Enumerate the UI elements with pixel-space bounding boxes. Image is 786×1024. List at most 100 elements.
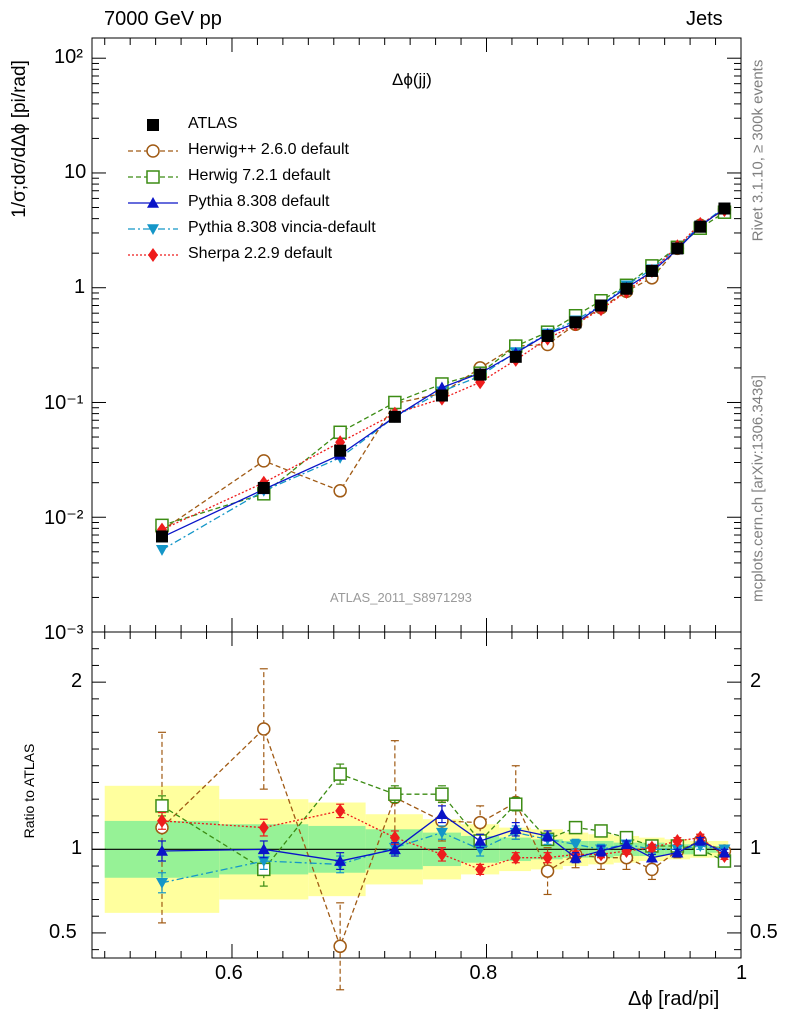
legend <box>128 119 178 262</box>
series-atlas-point <box>645 264 658 277</box>
legend-pythia-8-308-default-marker <box>147 197 159 208</box>
chart-title: Δϕ(jj) <box>392 70 432 89</box>
series-herwig-2-6-0-default-ratio-point <box>645 862 659 877</box>
x-tick-label: 1 <box>736 962 748 984</box>
series-atlas-point <box>257 481 270 494</box>
legend-sherpa-2-2-9-default-marker <box>148 248 158 262</box>
legend-atlas-marker <box>147 119 159 131</box>
series-pythia-8-308-default-ratio-point <box>388 843 401 855</box>
series-pythia-8-308-default-ratio-point <box>718 846 731 858</box>
series-herwig-7-2-1-default-ratio-point <box>509 797 523 811</box>
ratio-tick-label-right: 1 <box>750 837 762 860</box>
header-jets: Jets <box>686 8 723 30</box>
axis-ticks <box>92 38 742 958</box>
series-atlas-point <box>718 202 731 215</box>
header-energy: 7000 GeV pp <box>104 8 222 30</box>
series-pythia-8-308-default-ratio-point <box>671 846 684 858</box>
series-sherpa-2-2-9-default-ratio-point <box>475 862 486 877</box>
series-pythia-8-308-vincia-default-point <box>155 545 168 556</box>
legend-atlas-label: ATLAS <box>188 115 238 132</box>
series-sherpa-2-2-9-default-ratio-point <box>510 850 521 865</box>
series-pythia-8-308-vincia-default-ratio-point <box>155 877 168 889</box>
legend-herwig-2-6-0-default-label: Herwig++ 2.6.0 default <box>188 141 349 158</box>
legend-sherpa-2-2-9-default-label: Sherpa 2.2.9 default <box>188 245 333 262</box>
legend-herwig-7-2-1-default-label: Herwig 7.2.1 default <box>188 167 331 184</box>
y-tick-label: 1 <box>74 275 86 298</box>
rivet-label: Rivet 3.1.10, ≥ 300k events <box>749 59 767 242</box>
y-axis-label: 1/σ;dσ/dΔϕ [pi/rad] <box>9 60 30 218</box>
series-herwig-2-6-0-default-ratio-point <box>333 939 347 954</box>
series-pythia-8-308-default-ratio-point <box>155 845 168 856</box>
legend-herwig-7-2-1-default-marker <box>146 170 160 184</box>
legend-pythia-8-308-vincia-default-label: Pythia 8.308 vincia-default <box>188 219 376 236</box>
series-pythia-8-308-default-ratio-point <box>541 829 554 841</box>
series-pythia-8-308-default-ratio-point <box>334 855 347 866</box>
series-herwig-7-2-1-default-ratio-point <box>435 787 449 801</box>
series-pythia-8-308-default-ratio-point <box>595 845 608 856</box>
legend-pythia-8-308-default-label: Pythia 8.308 default <box>188 193 330 210</box>
ratio-tick-label-left: 1 <box>71 837 83 860</box>
series-atlas-point <box>671 242 684 255</box>
series-pythia-8-308-default-ratio-point <box>474 834 487 846</box>
series-sherpa-2-2-9-default-ratio-point <box>258 820 269 835</box>
ratio-axis-label: Ratio to ATLAS <box>21 743 37 839</box>
ratio-plot-frame <box>91 631 742 959</box>
y-tick-label: 10² <box>54 46 83 69</box>
series-pythia-8-308-default-ratio-point <box>569 851 582 863</box>
x-axis-label: Δϕ [rad/pi] <box>628 988 720 1010</box>
series-atlas-point <box>569 316 582 329</box>
ratio-tick-label-left: 0.5 <box>49 920 77 943</box>
series-herwig-7-2-1-default-ratio-point <box>388 787 402 801</box>
series-pythia-8-308-default-ratio-point <box>620 838 633 850</box>
y-tick-label: 10⁻¹ <box>44 392 84 415</box>
series-sherpa-2-2-9-default-ratio-point <box>436 847 447 862</box>
legend-herwig-2-6-0-default-marker <box>146 144 160 158</box>
series-herwig-2-6-0-default-ratio-point <box>257 722 271 736</box>
series-atlas-point <box>435 389 448 402</box>
series-sherpa-2-2-9-default-ratio-point <box>542 850 553 865</box>
mcplots-label: mcplots.cern.ch [arXiv:1306.3436] <box>749 375 767 602</box>
plot-frames <box>91 37 742 959</box>
series-pythia-8-308-default-ratio-point <box>645 851 658 863</box>
ratio-tick-label-left: 2 <box>71 670 83 693</box>
series-pythia-8-308-vincia-default-ratio-point <box>569 839 582 851</box>
series-atlas-point <box>155 530 168 543</box>
series-atlas-point <box>620 282 633 295</box>
ratio-tick-label-right: 0.5 <box>750 920 778 943</box>
series-atlas-point <box>694 220 707 233</box>
x-tick-label: 0.6 <box>214 962 243 984</box>
series-atlas-point <box>509 350 522 363</box>
series-atlas-point <box>541 329 554 342</box>
series-sherpa-2-2-9-default-ratio-point <box>389 830 400 845</box>
series-pythia-8-308-vincia-default-line <box>161 206 725 551</box>
data-series <box>155 202 732 991</box>
series-herwig-2-6-0-default-point <box>333 484 347 498</box>
series-sherpa-2-2-9-default-ratio-point <box>672 833 683 848</box>
series-pythia-8-308-default-ratio-point <box>694 834 707 846</box>
series-herwig-7-2-1-default-ratio-point <box>333 767 347 781</box>
x-tick-label: 0.8 <box>469 962 498 984</box>
series-atlas-point <box>388 410 401 423</box>
series-pythia-8-308-vincia-default-ratio-point <box>257 856 270 868</box>
series-sherpa-2-2-9-default-ratio-point <box>646 840 657 855</box>
series-herwig-2-6-0-default-ratio-point <box>540 864 555 878</box>
series-herwig-7-2-1-default-ratio-point <box>568 820 583 835</box>
series-atlas-point <box>334 444 347 457</box>
series-pythia-8-308-vincia-default-ratio-point <box>435 827 448 839</box>
analysis-label: ATLAS_2011_S8971293 <box>330 590 472 605</box>
series-herwig-7-2-1-default-ratio-point <box>594 824 608 838</box>
series-atlas-point <box>595 299 608 312</box>
ratio-tick-label-right: 2 <box>750 670 762 693</box>
series-atlas-point <box>474 368 487 381</box>
series-herwig-2-6-0-default-point <box>257 454 271 468</box>
series-pythia-8-308-default-ratio-point <box>509 823 522 835</box>
series-pythia-8-308-default-ratio-point <box>435 808 448 820</box>
series-herwig-2-6-0-default-ratio-point <box>473 815 487 830</box>
y-tick-label: 10⁻² <box>44 507 84 530</box>
y-tick-label: 10⁻³ <box>44 622 84 644</box>
y-tick-label: 10 <box>64 160 87 183</box>
series-sherpa-2-2-9-default-ratio-point <box>156 813 167 828</box>
series-sherpa-2-2-9-default-ratio-point <box>335 803 346 818</box>
series-herwig-7-2-1-default-ratio-point <box>155 799 169 813</box>
